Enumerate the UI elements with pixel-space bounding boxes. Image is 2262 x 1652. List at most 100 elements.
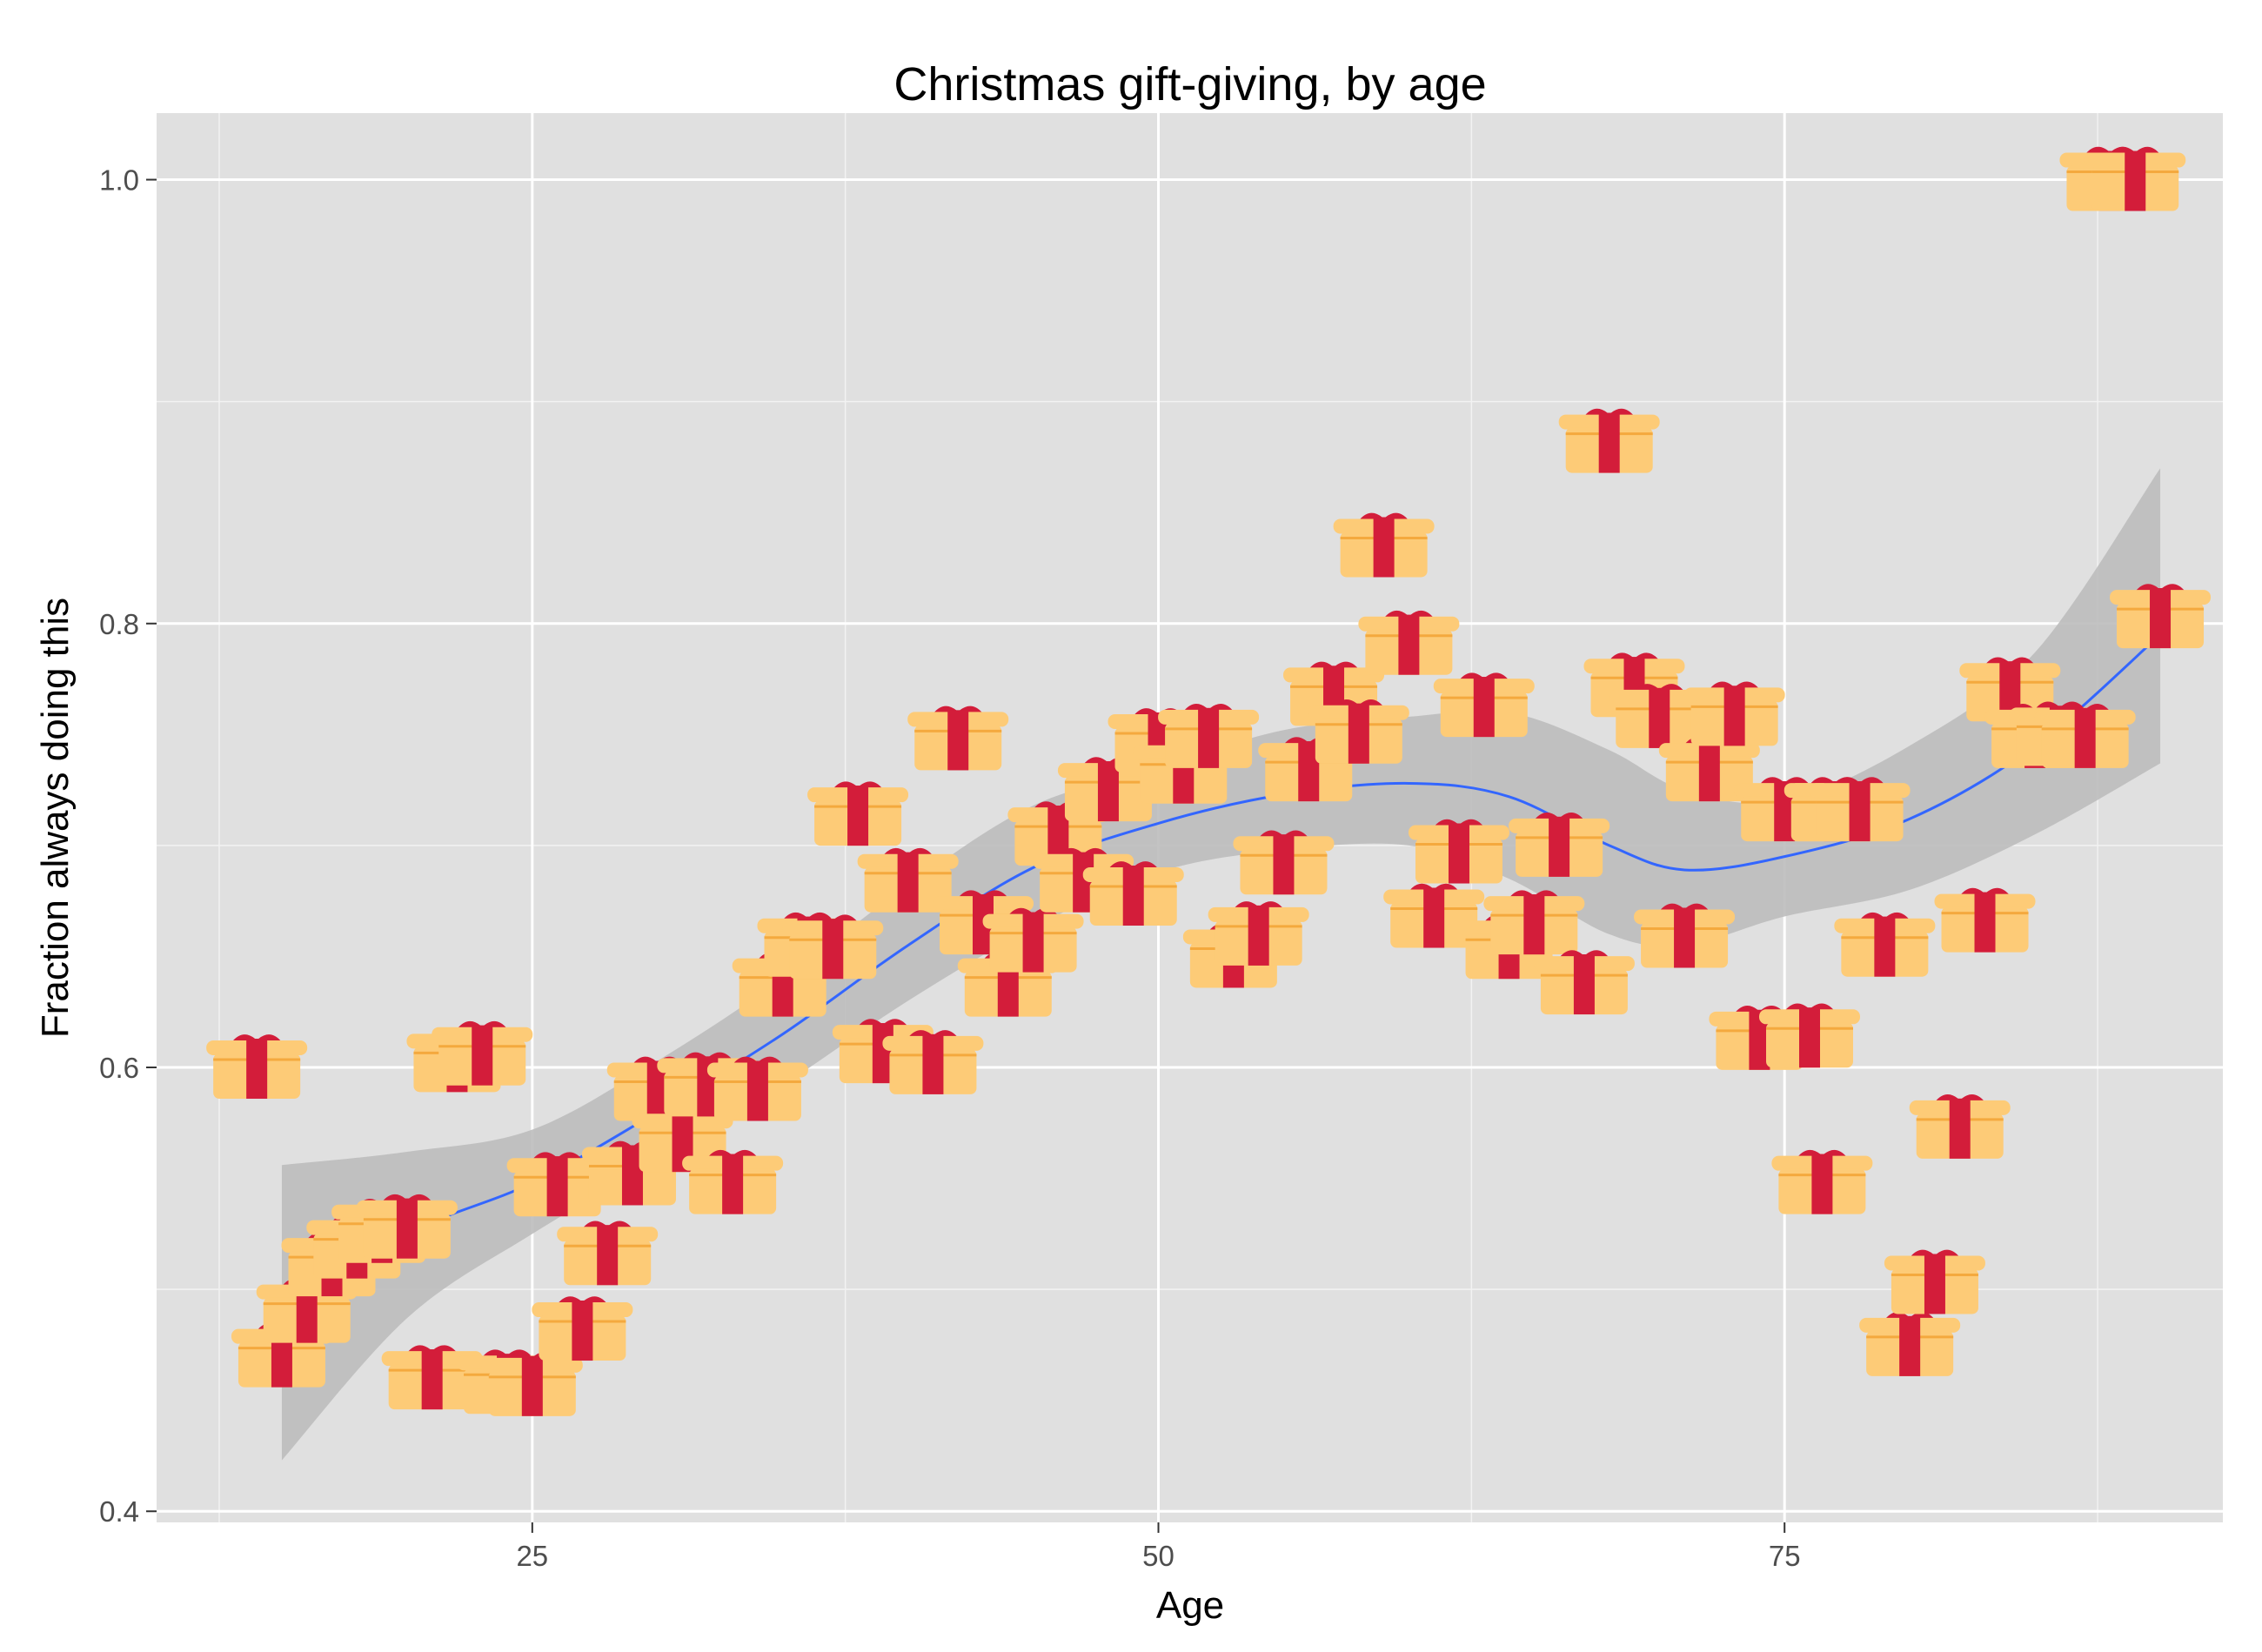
gift-icon — [1258, 737, 1360, 802]
gift-icon — [1483, 890, 1585, 955]
gift-bow — [858, 1019, 907, 1027]
y-axis-title: Fraction always doing this — [34, 598, 77, 1038]
gift-icon — [982, 907, 1084, 973]
gift-ribbon — [246, 1039, 268, 1100]
gift-ribbon — [1198, 707, 1220, 768]
gift-icon — [1859, 1312, 1961, 1376]
gift-bow — [1935, 1094, 1984, 1101]
gift-bow — [1835, 777, 1884, 785]
gift-bow — [1785, 1003, 1834, 1011]
gift-icon — [1082, 861, 1184, 926]
gift-bow — [532, 1152, 582, 1160]
gift-ribbon — [1097, 761, 1119, 822]
gift-bow — [458, 1020, 507, 1028]
gift-ribbon — [1473, 677, 1495, 738]
gift-ribbon — [1348, 703, 1369, 764]
gift-bow — [2136, 584, 2185, 592]
gift-ribbon — [1248, 905, 1269, 966]
gift-ribbon — [1598, 412, 1620, 473]
gift-ribbon — [1373, 517, 1395, 578]
gift-icon — [1683, 681, 1785, 746]
gift-icon — [432, 1020, 533, 1086]
gift-ribbon — [2150, 588, 2172, 649]
gift-ribbon — [521, 1355, 543, 1416]
data-points — [206, 146, 2212, 1416]
x-tick-label: 25 — [516, 1540, 548, 1572]
gift-bow — [382, 1194, 432, 1201]
gift-ribbon — [1674, 907, 1696, 968]
gift-bow — [1960, 887, 2010, 895]
gift-bow — [708, 1149, 758, 1157]
gift-icon — [1433, 672, 1535, 738]
gift-bow — [407, 1345, 457, 1353]
gift-bow — [583, 1221, 632, 1228]
gift-ribbon — [1549, 816, 1570, 877]
gift-icon — [807, 781, 909, 846]
gift-icon — [1909, 1094, 2011, 1159]
gift-icon — [557, 1221, 659, 1286]
gift-ribbon — [947, 710, 969, 771]
gift-icon — [2034, 704, 2136, 768]
gift-icon — [1158, 704, 1260, 768]
gift-ribbon — [1949, 1098, 1971, 1159]
gift-icon — [1558, 408, 1660, 473]
gift-ribbon — [1799, 1007, 1820, 1068]
gift-icon — [356, 1194, 458, 1259]
gift-icon — [1533, 950, 1635, 1015]
gift-icon — [381, 1345, 483, 1410]
gift-bow — [1635, 684, 1684, 691]
gift-ribbon — [2125, 150, 2146, 211]
gift-bow — [1184, 704, 1234, 711]
gift-icon — [1383, 883, 1485, 948]
y-tick-label: 0.8 — [99, 608, 139, 640]
gift-bow — [1434, 819, 1483, 826]
y-tick-label: 1.0 — [99, 164, 139, 197]
gift-bow — [1660, 903, 1710, 911]
gift-bow — [1359, 512, 1409, 520]
gift-bow — [1509, 890, 1559, 898]
gift-bow — [1409, 883, 1459, 891]
smooth-line — [281, 633, 2162, 1317]
gift-ribbon — [1849, 781, 1870, 842]
gift-icon — [1208, 901, 1309, 966]
gift-icon — [682, 1149, 784, 1214]
gift-ribbon — [1448, 823, 1469, 884]
gift-bow — [1059, 847, 1108, 855]
gift-icon — [1333, 512, 1435, 578]
gift-icon — [1834, 912, 1936, 977]
gift-icon — [1308, 699, 1409, 764]
gift-ribbon — [1273, 834, 1295, 895]
gift-ribbon — [1122, 866, 1144, 926]
gift-icon — [2085, 146, 2186, 211]
gift-ribbon — [1573, 954, 1595, 1015]
gift-bow — [1797, 1149, 1847, 1157]
gift-ribbon — [746, 1060, 768, 1121]
gift-ribbon — [1523, 894, 1545, 955]
gift-icon — [1809, 777, 1911, 842]
gift-ribbon — [1649, 687, 1670, 748]
gift-ribbon — [546, 1156, 568, 1217]
gift-icon — [1033, 847, 1134, 913]
gift-bow — [1610, 652, 1659, 660]
gift-bow — [1584, 408, 1634, 416]
gift-bow — [1710, 681, 1759, 689]
gift-icon — [907, 706, 1009, 771]
x-tick-label: 75 — [1769, 1540, 1801, 1572]
gift-ribbon — [1874, 916, 1896, 977]
gift-ribbon — [1974, 892, 1996, 953]
gift-icon — [1771, 1149, 1873, 1214]
gift-ribbon — [1899, 1315, 1921, 1376]
gift-bow — [1259, 830, 1308, 838]
gift-bow — [1234, 901, 1283, 908]
gift-ribbon — [1398, 614, 1420, 675]
gift-bow — [558, 1296, 607, 1304]
gift-ribbon — [1924, 1254, 1945, 1314]
gift-ribbon — [1423, 887, 1445, 948]
gift-ribbon — [847, 786, 869, 846]
y-tick-label: 0.4 — [99, 1495, 139, 1528]
gift-bow — [1309, 661, 1359, 669]
gift-bow — [934, 706, 983, 713]
gift-icon — [532, 1296, 633, 1361]
gift-ribbon — [922, 1033, 944, 1094]
